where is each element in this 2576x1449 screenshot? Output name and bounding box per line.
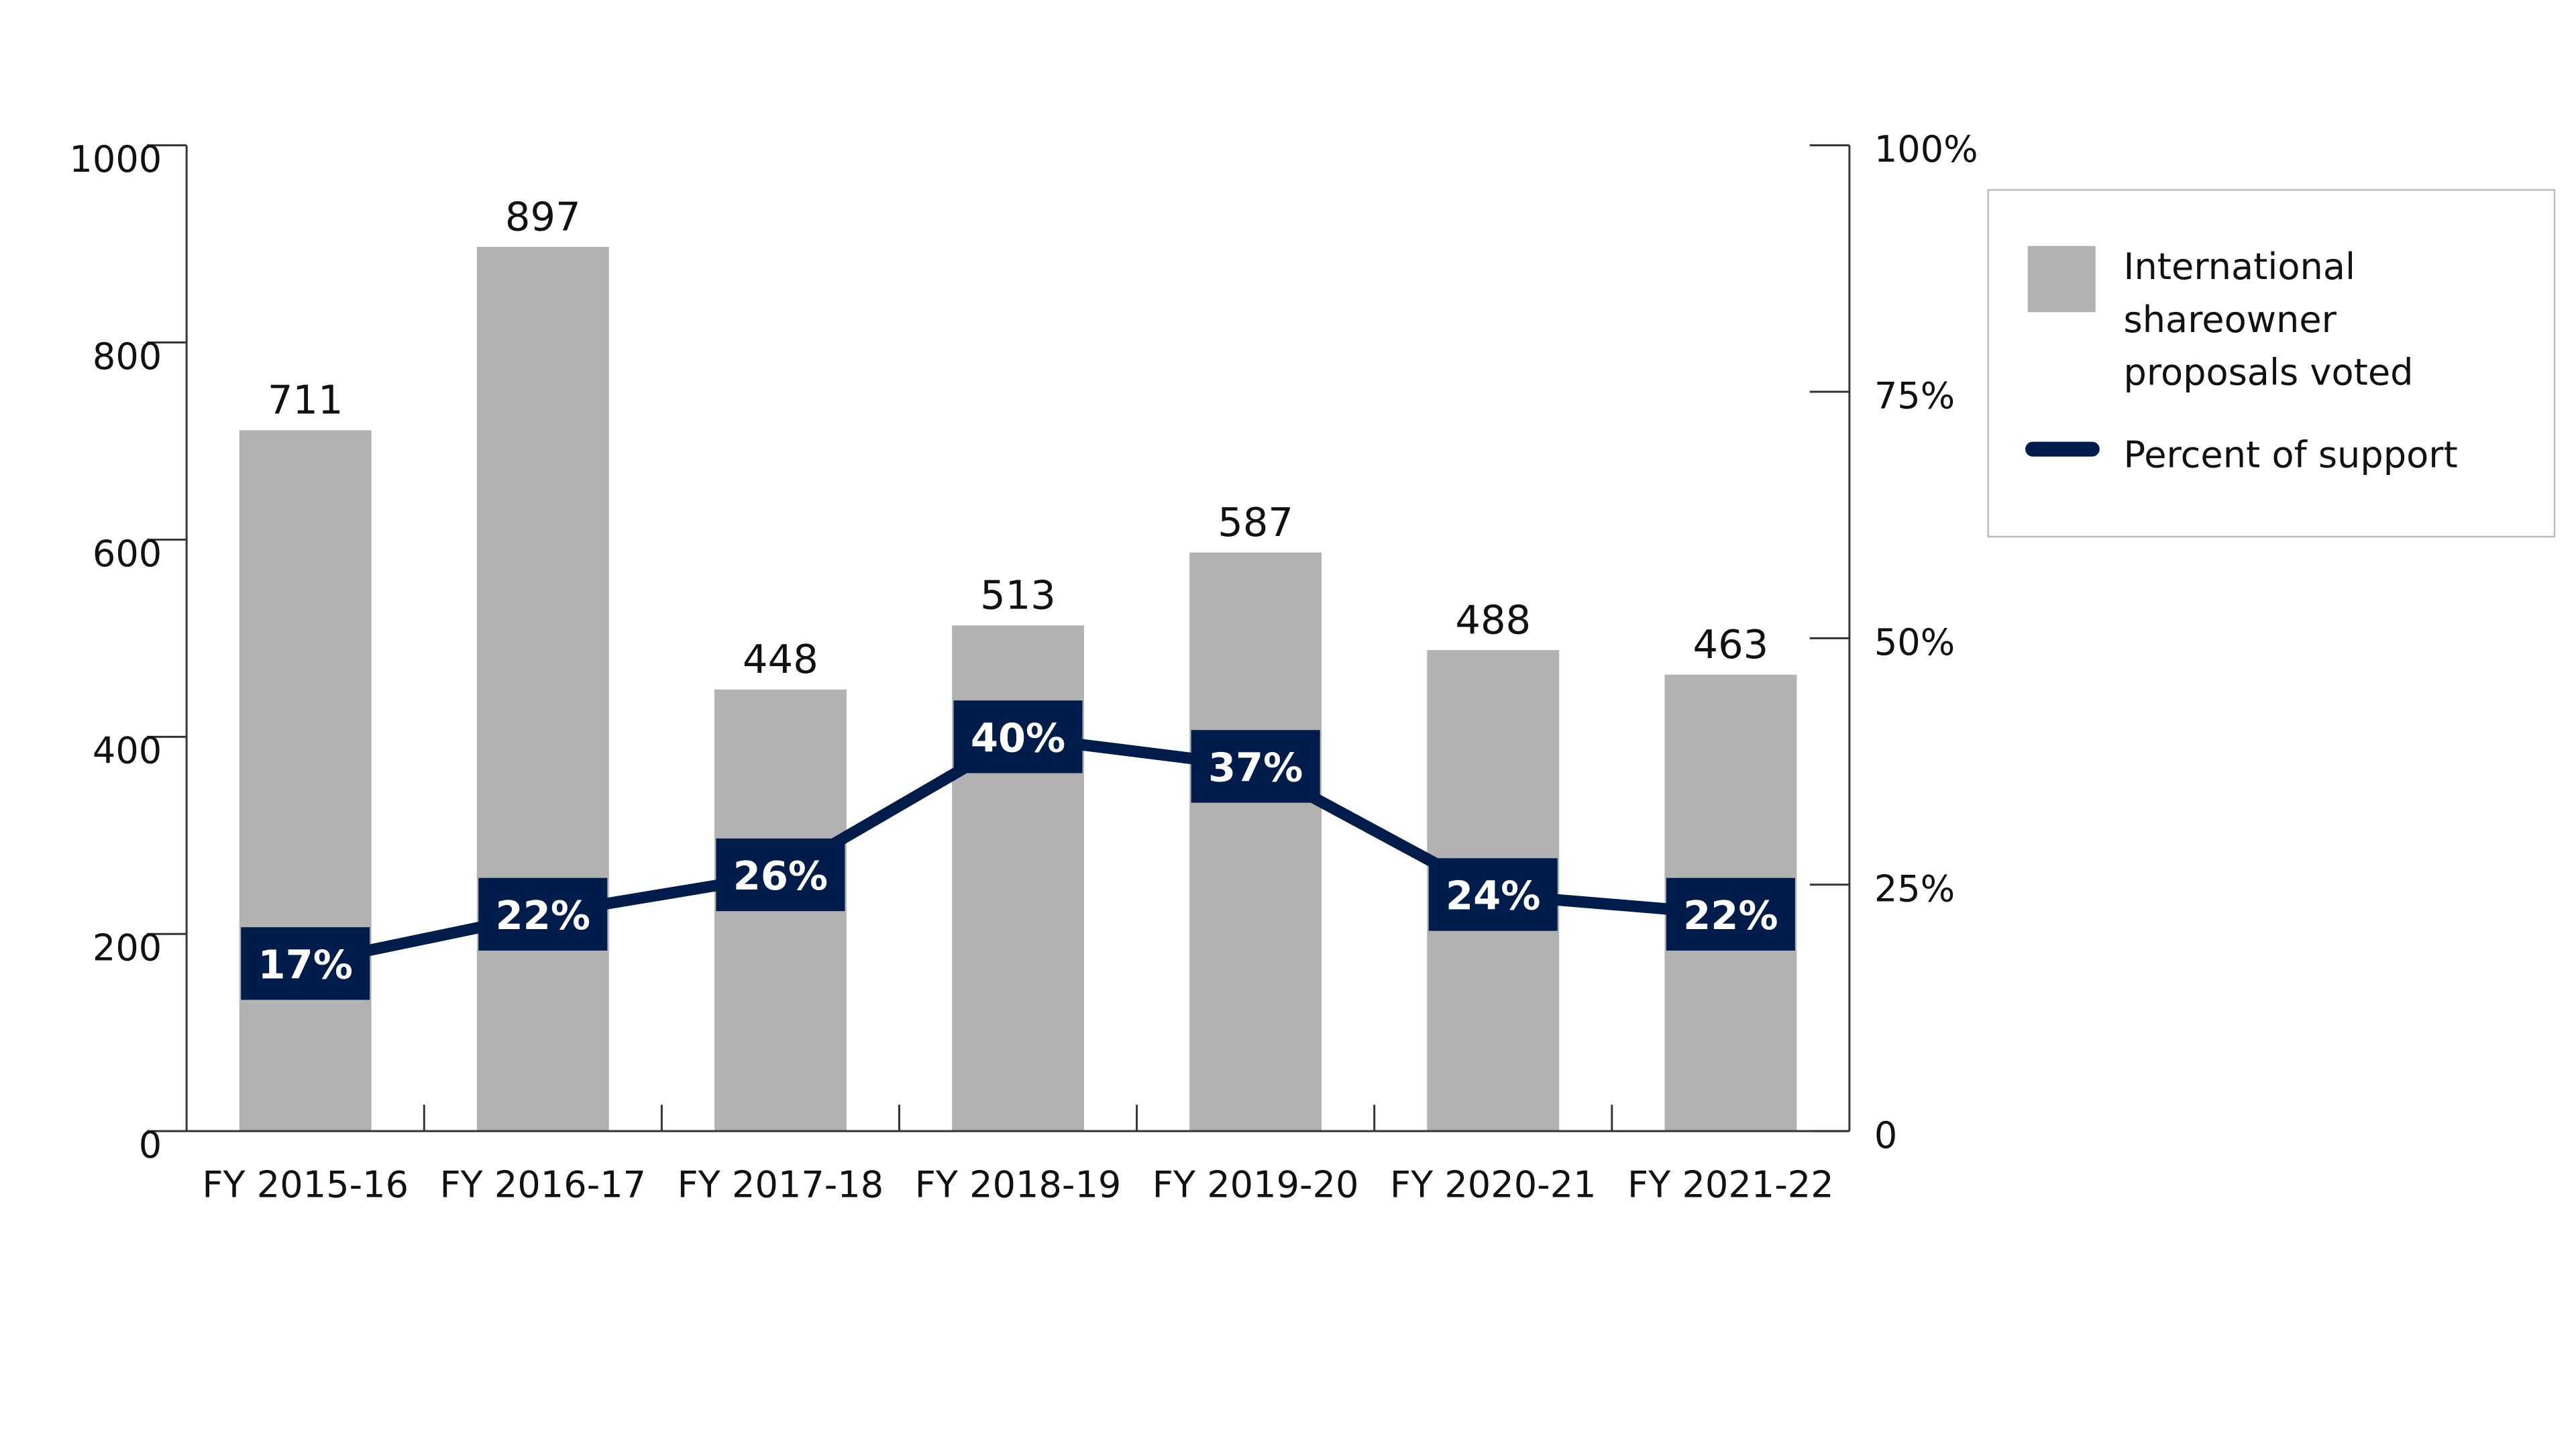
- bar-value-label: 488: [1455, 596, 1531, 643]
- support-point-marker: [953, 700, 1083, 773]
- support-value-label: 37%: [1208, 745, 1303, 791]
- left-axis-tick-label: 1000: [69, 138, 162, 180]
- bar-value-label: 897: [505, 193, 581, 239]
- left-axis-tick-label: 800: [93, 335, 162, 378]
- legend-label-line: Percent of support: [2124, 434, 2458, 476]
- right-axis-tick-label: 75%: [1874, 375, 1955, 417]
- left-axis-tick-label: 600: [93, 533, 162, 575]
- support-point-marker: [478, 877, 608, 951]
- support-value-label: 24%: [1446, 873, 1540, 919]
- bar-value-label: 463: [1693, 621, 1769, 667]
- x-axis-tick-label: FY 2019-20: [1152, 1164, 1359, 1206]
- support-point-marker: [716, 838, 845, 912]
- left-axis-tick-label: 0: [139, 1124, 162, 1167]
- support-value-label: 40%: [971, 714, 1065, 761]
- x-axis-tick-label: FY 2018-19: [915, 1164, 1122, 1206]
- right-axis-tick-label: 25%: [1874, 867, 1955, 910]
- bar: [1189, 552, 1322, 1132]
- bar: [476, 246, 609, 1132]
- support-value-label: 22%: [496, 892, 590, 938]
- support-value-label: 17%: [258, 941, 353, 987]
- legend-swatch-bars: [2027, 246, 2096, 313]
- support-value-label: 22%: [1683, 892, 1778, 938]
- x-axis-tick-label: FY 2015-16: [202, 1164, 409, 1206]
- right-axis-tick-label: 100%: [1874, 128, 1978, 170]
- bar-value-label: 448: [743, 636, 818, 682]
- legend-label-bars: shareowner: [2124, 299, 2337, 341]
- legend-label-bars: International: [2124, 246, 2356, 288]
- legend-label-bars: proposals voted: [2124, 352, 2414, 394]
- left-axis-tick-label: 400: [93, 730, 162, 772]
- left-axis-tick-label: 200: [93, 927, 162, 969]
- bar-value-label: 587: [1218, 499, 1293, 545]
- support-point-marker: [1191, 730, 1320, 803]
- bar-value-label: 711: [268, 377, 343, 423]
- support-point-marker: [1666, 877, 1795, 951]
- support-point-marker: [1428, 858, 1558, 931]
- x-axis-tick-label: FY 2020-21: [1390, 1164, 1597, 1206]
- support-point-marker: [241, 927, 370, 1000]
- right-axis-tick-label: 50%: [1874, 621, 1955, 663]
- right-axis-tick-label: 0: [1874, 1114, 1897, 1157]
- bar: [239, 430, 372, 1132]
- x-axis-tick-label: FY 2021-22: [1627, 1164, 1834, 1206]
- bar-value-label: 513: [980, 572, 1056, 619]
- support-value-label: 26%: [733, 853, 828, 899]
- x-axis-tick-label: FY 2017-18: [678, 1164, 884, 1206]
- x-axis-tick-label: FY 2016-17: [439, 1164, 646, 1206]
